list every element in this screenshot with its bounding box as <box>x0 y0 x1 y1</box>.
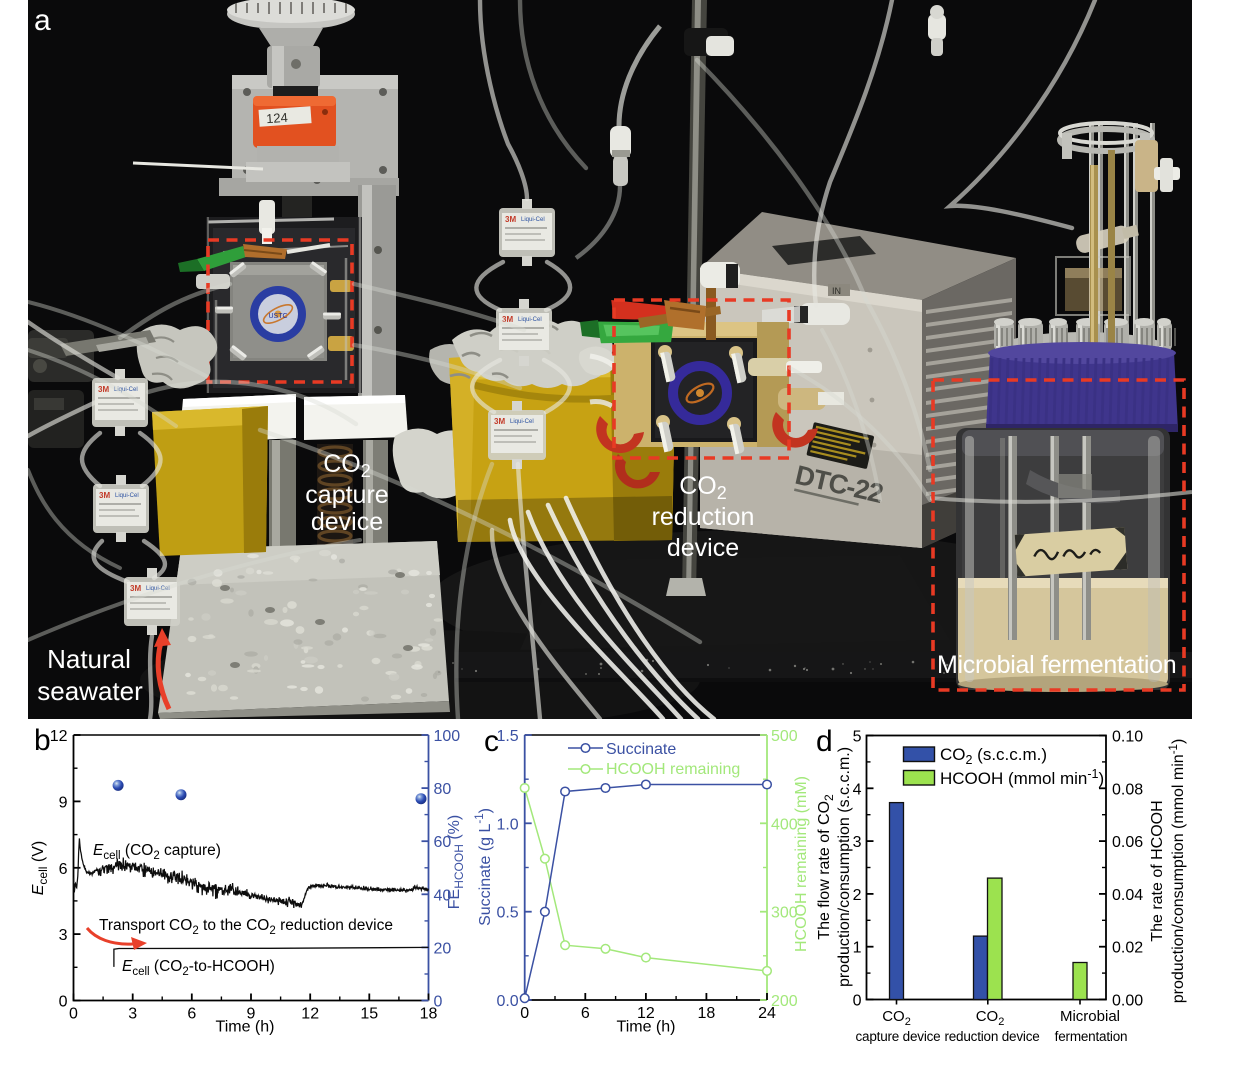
svg-text:capture: capture <box>305 481 388 509</box>
svg-text:device: device <box>311 508 383 536</box>
svg-text:200: 200 <box>771 993 798 1010</box>
svg-text:reduction: reduction <box>652 503 755 531</box>
svg-text:device: device <box>667 534 739 562</box>
svg-text:80: 80 <box>434 781 452 798</box>
svg-text:3M: 3M <box>98 385 109 394</box>
svg-text:24: 24 <box>758 1005 776 1022</box>
svg-text:6: 6 <box>59 861 68 878</box>
svg-text:0.08: 0.08 <box>1112 781 1143 798</box>
svg-text:3M: 3M <box>130 584 141 593</box>
svg-text:300: 300 <box>771 905 798 922</box>
svg-text:4: 4 <box>853 781 862 798</box>
svg-text:capture device: capture device <box>855 1029 940 1044</box>
svg-text:3M: 3M <box>494 417 505 426</box>
svg-text:20: 20 <box>434 940 452 957</box>
svg-text:Ecell (CO2 capture): Ecell (CO2 capture) <box>93 842 221 862</box>
svg-text:1.5: 1.5 <box>496 728 518 745</box>
svg-text:0.0: 0.0 <box>496 993 518 1010</box>
svg-text:0.06: 0.06 <box>1112 834 1143 851</box>
svg-text:Natural: Natural <box>47 644 131 674</box>
svg-text:Succinate: Succinate <box>606 741 676 758</box>
svg-text:0: 0 <box>59 994 68 1011</box>
svg-text:124: 124 <box>266 110 289 126</box>
svg-text:5: 5 <box>853 729 862 746</box>
svg-text:2: 2 <box>853 887 862 904</box>
svg-text:b: b <box>34 724 51 757</box>
svg-text:12: 12 <box>50 728 68 745</box>
svg-text:18: 18 <box>698 1005 716 1022</box>
svg-text:3M: 3M <box>502 315 513 324</box>
svg-text:production/consumption (mmol m: production/consumption (mmol min-1) <box>1168 739 1187 1004</box>
svg-text:6: 6 <box>187 1006 196 1023</box>
svg-text:HCOOH (mmol min-1): HCOOH (mmol min-1) <box>940 767 1104 788</box>
svg-text:0.00: 0.00 <box>1112 993 1143 1010</box>
svg-text:c: c <box>484 725 499 758</box>
svg-text:0: 0 <box>69 1006 78 1023</box>
svg-text:0.5: 0.5 <box>496 905 518 922</box>
svg-text:9: 9 <box>59 794 68 811</box>
svg-text:15: 15 <box>360 1006 378 1023</box>
svg-text:18: 18 <box>420 1006 438 1023</box>
svg-text:0: 0 <box>853 993 862 1010</box>
svg-text:3M: 3M <box>505 215 516 224</box>
svg-text:Liqui-Cel: Liqui-Cel <box>521 217 545 223</box>
svg-text:0.04: 0.04 <box>1112 887 1143 904</box>
svg-text:CO2: CO2 <box>976 1008 1005 1028</box>
svg-text:3: 3 <box>59 927 68 944</box>
svg-text:1: 1 <box>853 940 862 957</box>
svg-text:HCOOH remaining (mM): HCOOH remaining (mM) <box>793 776 810 952</box>
svg-text:d: d <box>816 725 833 758</box>
svg-text:Liqui-Cel: Liqui-Cel <box>146 586 170 592</box>
svg-text:Transport CO2 to the CO2 reduc: Transport CO2 to the CO2 reduction devic… <box>99 917 393 937</box>
svg-text:Time (h): Time (h) <box>216 1019 275 1036</box>
svg-text:0.02: 0.02 <box>1112 940 1143 957</box>
svg-text:Time (h): Time (h) <box>617 1019 676 1036</box>
svg-text:0.10: 0.10 <box>1112 729 1143 746</box>
svg-text:Ecell (V): Ecell (V) <box>30 841 50 895</box>
svg-text:fermentation: fermentation <box>1055 1029 1128 1044</box>
svg-text:Liqui-Cel: Liqui-Cel <box>510 419 534 425</box>
svg-text:USTC: USTC <box>268 313 287 320</box>
svg-text:The flow rate of CO2: The flow rate of CO2 <box>816 794 836 940</box>
svg-text:a: a <box>34 4 51 37</box>
svg-text:production/consumption (s.c.c.: production/consumption (s.c.c.m.) <box>836 747 853 987</box>
svg-text:0: 0 <box>520 1005 529 1022</box>
svg-text:60: 60 <box>434 834 452 851</box>
svg-text:HCOOH remaining: HCOOH remaining <box>606 761 740 778</box>
svg-text:0: 0 <box>434 994 443 1011</box>
svg-text:Liqui-Cel: Liqui-Cel <box>114 387 138 393</box>
svg-text:Microbial: Microbial <box>1060 1008 1120 1025</box>
svg-text:Microbial fermentation: Microbial fermentation <box>937 651 1176 679</box>
svg-text:Liqui-Cel: Liqui-Cel <box>518 317 542 323</box>
svg-text:100: 100 <box>434 728 461 745</box>
svg-text:reduction device: reduction device <box>944 1029 1039 1044</box>
svg-text:Liqui-Cel: Liqui-Cel <box>115 493 139 499</box>
svg-text:1.0: 1.0 <box>496 816 518 833</box>
svg-text:400: 400 <box>771 816 798 833</box>
svg-text:6: 6 <box>581 1005 590 1022</box>
svg-text:CO2: CO2 <box>882 1008 911 1028</box>
svg-text:Succinate (g L-1): Succinate (g L-1) <box>474 808 494 926</box>
svg-text:3: 3 <box>853 834 862 851</box>
svg-text:The rate of HCOOH: The rate of HCOOH <box>1149 800 1166 941</box>
svg-text:12: 12 <box>637 1005 655 1022</box>
svg-text:500: 500 <box>771 728 798 745</box>
svg-text:9: 9 <box>247 1006 256 1023</box>
svg-text:CO2 (s.c.c.m.): CO2 (s.c.c.m.) <box>940 745 1047 767</box>
svg-text:12: 12 <box>301 1006 319 1023</box>
svg-text:3: 3 <box>128 1006 137 1023</box>
svg-text:40: 40 <box>434 887 452 904</box>
svg-text:seawater: seawater <box>37 676 143 706</box>
svg-text:IN: IN <box>832 286 841 296</box>
svg-text:3M: 3M <box>99 491 110 500</box>
svg-text:Ecell (CO2-to-HCOOH): Ecell (CO2-to-HCOOH) <box>122 958 275 978</box>
